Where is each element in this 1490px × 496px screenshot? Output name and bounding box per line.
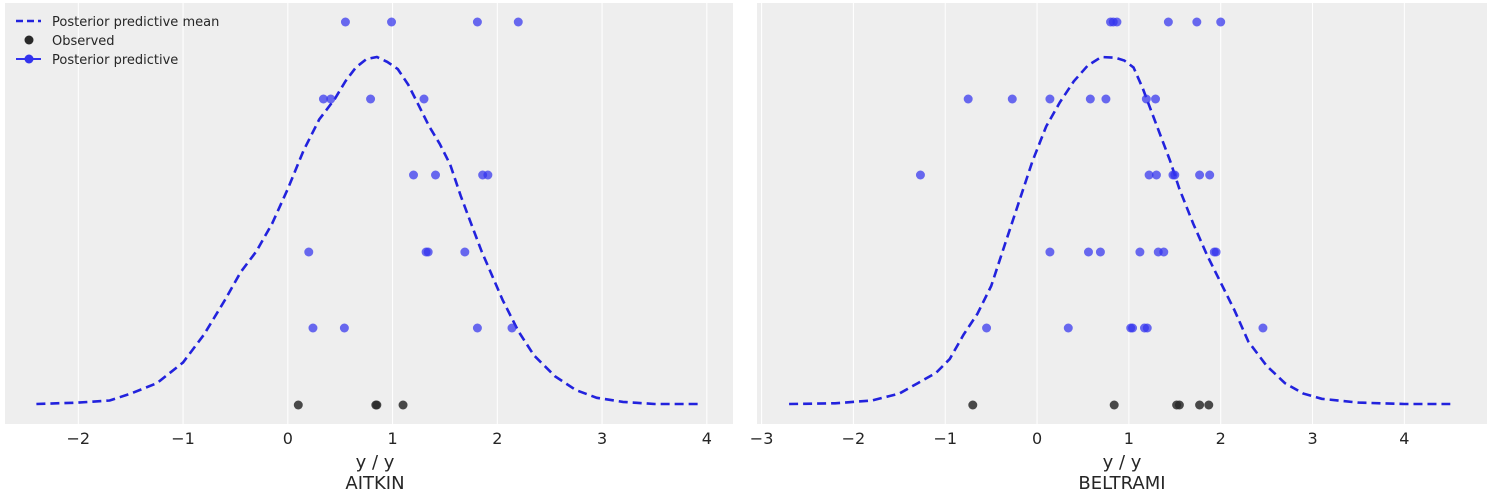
plot-area: [757, 3, 1487, 424]
posterior-predictive-point: [472, 323, 482, 333]
posterior-predictive-point: [1112, 17, 1122, 27]
posterior-predictive-point: [1045, 247, 1055, 257]
posterior-predictive-point: [1135, 247, 1145, 257]
plot-area: [5, 3, 733, 424]
posterior-predictive-point: [1192, 17, 1202, 27]
observed-point: [1109, 400, 1119, 410]
observed-point: [968, 400, 978, 410]
posterior-predictive-point: [1163, 17, 1173, 27]
observed-point: [1195, 400, 1205, 410]
posterior-predictive-point: [366, 94, 376, 104]
x-tick-label: 2: [492, 429, 502, 448]
posterior-predictive-point: [1144, 170, 1154, 180]
posterior-predictive-point: [1151, 94, 1161, 104]
posterior-predictive-point: [460, 247, 470, 257]
observed-point: [293, 400, 303, 410]
posterior-predictive-point: [1170, 170, 1180, 180]
legend: Posterior predictive mean Observed Posteri…: [16, 15, 219, 68]
posterior-predictive-point: [387, 17, 397, 27]
panel-title: BELTRAMI: [1078, 473, 1165, 494]
posterior-predictive-point: [1142, 323, 1152, 333]
posterior-predictive-point: [1195, 170, 1205, 180]
observed-point: [1174, 400, 1184, 410]
posterior-predictive-point: [339, 323, 349, 333]
posterior-predictive-point: [1085, 94, 1095, 104]
posterior-predictive-point: [431, 170, 441, 180]
observed-point: [372, 400, 382, 410]
x-tick-label: 4: [702, 429, 712, 448]
posterior-predictive-point: [340, 17, 350, 27]
posterior-predictive-point: [1141, 94, 1151, 104]
posterior-predictive-point: [472, 17, 482, 27]
x-tick-label: −1: [171, 429, 195, 448]
x-axis-label: y / y: [356, 452, 395, 473]
posterior-predictive-point: [915, 170, 925, 180]
posterior-predictive-point: [1095, 247, 1105, 257]
legend-predictive-marker: [24, 54, 34, 64]
posterior-predictive-point: [1063, 323, 1073, 333]
posterior-predictive-point: [513, 17, 523, 27]
x-tick-label: −2: [67, 429, 91, 448]
x-tick-label: 4: [1399, 429, 1409, 448]
posterior-predictive-point: [1159, 247, 1169, 257]
legend-label: Posterior predictive mean: [52, 15, 219, 30]
posterior-predictive-point: [304, 247, 314, 257]
posterior-predictive-mean-line: [789, 55, 1451, 406]
posterior-predictive-point: [1128, 323, 1138, 333]
posterior-predictive-point: [1211, 247, 1221, 257]
posterior-predictive-point: [1205, 170, 1215, 180]
legend-observed-marker: [24, 35, 34, 45]
posterior-predictive-point: [1151, 170, 1161, 180]
x-tick-label: 3: [597, 429, 607, 448]
legend-label: Posterior predictive: [52, 53, 178, 68]
posterior-predictive-point: [507, 323, 517, 333]
x-tick-label: 0: [1032, 429, 1042, 448]
observed-point: [398, 400, 408, 410]
posterior-predictive-point: [1101, 94, 1111, 104]
posterior-predictive-point: [963, 94, 973, 104]
posterior-predictive-point: [1258, 323, 1268, 333]
x-tick-label: 2: [1216, 429, 1226, 448]
x-tick-label: −3: [750, 429, 774, 448]
posterior-predictive-point: [982, 323, 992, 333]
observed-point: [1204, 400, 1214, 410]
x-tick-label: 0: [283, 429, 293, 448]
x-tick-label: 1: [1124, 429, 1134, 448]
panel-title: AITKIN: [345, 473, 404, 494]
posterior-predictive-point: [318, 94, 328, 104]
posterior-predictive-mean-line: [36, 55, 702, 406]
x-axis-label: y / y: [1103, 452, 1142, 473]
x-tick-label: −1: [933, 429, 957, 448]
posterior-predictive-point: [409, 170, 419, 180]
legend-label: Observed: [52, 34, 115, 49]
posterior-predictive-point: [483, 170, 493, 180]
posterior-predictive-point: [308, 323, 318, 333]
x-tick-label: 1: [387, 429, 397, 448]
posterior-predictive-point: [1007, 94, 1017, 104]
posterior-predictive-point: [1216, 17, 1226, 27]
posterior-predictive-point: [423, 247, 433, 257]
posterior-predictive-point: [1083, 247, 1093, 257]
posterior-predictive-point: [419, 94, 429, 104]
posterior-predictive-point: [326, 94, 336, 104]
posterior-predictive-point: [1045, 94, 1055, 104]
x-tick-label: 3: [1307, 429, 1317, 448]
x-tick-label: −2: [842, 429, 866, 448]
